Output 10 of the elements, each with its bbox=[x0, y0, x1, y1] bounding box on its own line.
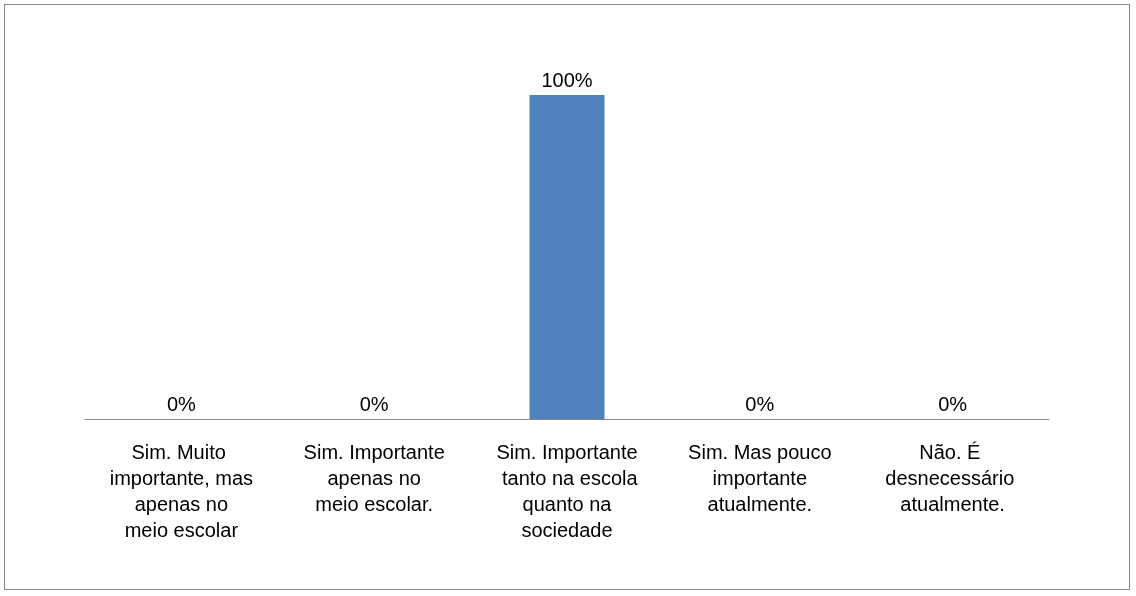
data-label: 0% bbox=[166, 393, 197, 415]
data-label: 0% bbox=[359, 393, 389, 415]
data-label: 100% bbox=[541, 69, 593, 91]
data-label: 0% bbox=[745, 393, 775, 415]
x-tick-label: Sim. Importante tanto na escola quanto na sociedade bbox=[496, 441, 639, 541]
x-tick-label: Sim. Muito importante, mas apenas no meio escolar bbox=[109, 441, 254, 541]
x-tick-label: Sim. Mas pouco importante atualmente. bbox=[688, 441, 832, 515]
data-label: 0% bbox=[938, 393, 968, 415]
x-tick-label: Sim. Importante apenas no meio escolar. bbox=[303, 441, 445, 515]
x-tick-label: Não. É desnecessário atualmente. bbox=[885, 441, 1020, 515]
